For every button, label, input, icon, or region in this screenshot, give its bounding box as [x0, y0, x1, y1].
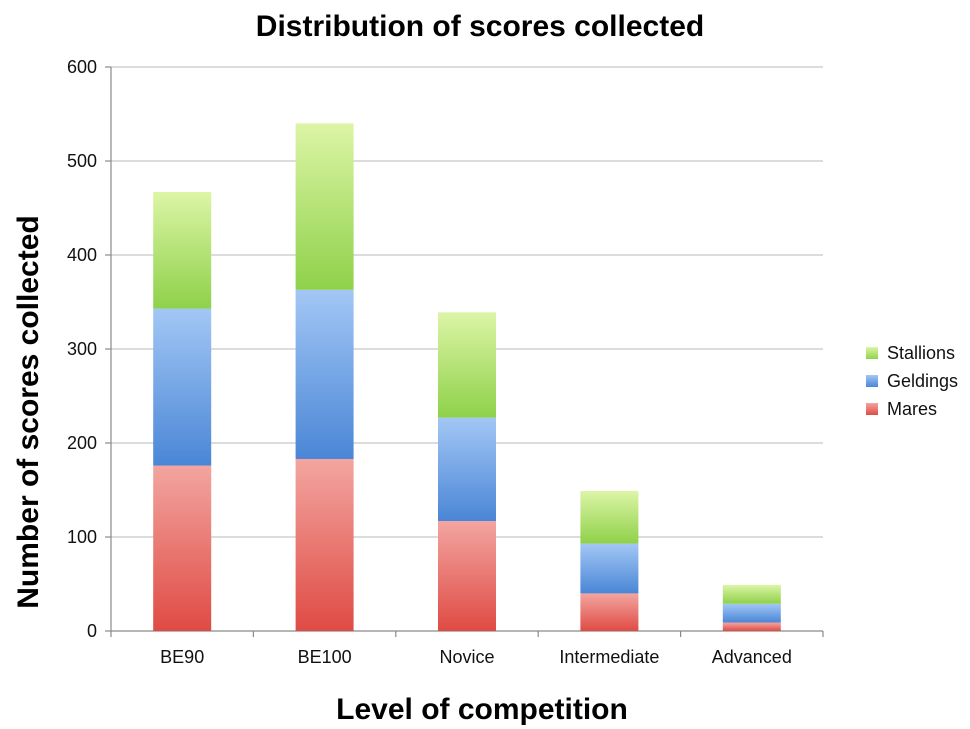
bar-stallions-be90	[153, 192, 212, 309]
bar-geldings-be90	[153, 308, 212, 466]
bar-geldings-be100	[295, 289, 354, 459]
legend: Stallions Geldings Mares	[866, 343, 958, 419]
y-tick-label: 0	[87, 621, 97, 641]
y-tick-labels: 0 100 200 300 400 500 600	[67, 57, 97, 641]
bar-geldings-novice	[438, 417, 496, 522]
bar-geldings-intermediate	[580, 543, 639, 594]
x-tick-label: BE100	[298, 647, 352, 667]
chart-title: Distribution of scores collected	[256, 10, 704, 43]
x-tick-labels: BE90 BE100 Novice Intermediate Advanced	[160, 647, 792, 667]
bar-stallions-novice	[438, 312, 496, 418]
legend-swatch-stallions	[866, 347, 878, 359]
bars	[153, 123, 781, 631]
bar-mares-intermediate	[580, 593, 639, 631]
y-axis-label: Number of scores collected	[12, 215, 45, 608]
y-tick-label: 200	[67, 433, 97, 453]
legend-swatch-geldings	[866, 375, 878, 387]
y-tick-label: 300	[67, 339, 97, 359]
x-tick-label: Novice	[439, 647, 494, 667]
bar-stallions-be100	[295, 123, 354, 290]
bar-mares-advanced	[722, 622, 781, 631]
y-tick-label: 500	[67, 151, 97, 171]
x-axis-label: Level of competition	[336, 693, 628, 726]
x-tick-label: Intermediate	[559, 647, 659, 667]
bar-geldings-advanced	[722, 603, 781, 623]
bar-mares-novice	[438, 521, 496, 631]
legend-label-stallions: Stallions	[887, 343, 955, 363]
bar-stallions-intermediate	[580, 490, 639, 544]
y-tick-label: 400	[67, 245, 97, 265]
legend-label-geldings: Geldings	[887, 371, 958, 391]
legend-swatch-mares	[866, 403, 878, 415]
x-tick-label: BE90	[160, 647, 204, 667]
bar-stallions-advanced	[722, 584, 781, 604]
bar-mares-be100	[295, 458, 354, 631]
y-tick-label: 100	[67, 527, 97, 547]
bar-mares-be90	[153, 465, 212, 631]
y-tick-label: 600	[67, 57, 97, 77]
x-tick-label: Advanced	[712, 647, 792, 667]
legend-label-mares: Mares	[887, 399, 937, 419]
